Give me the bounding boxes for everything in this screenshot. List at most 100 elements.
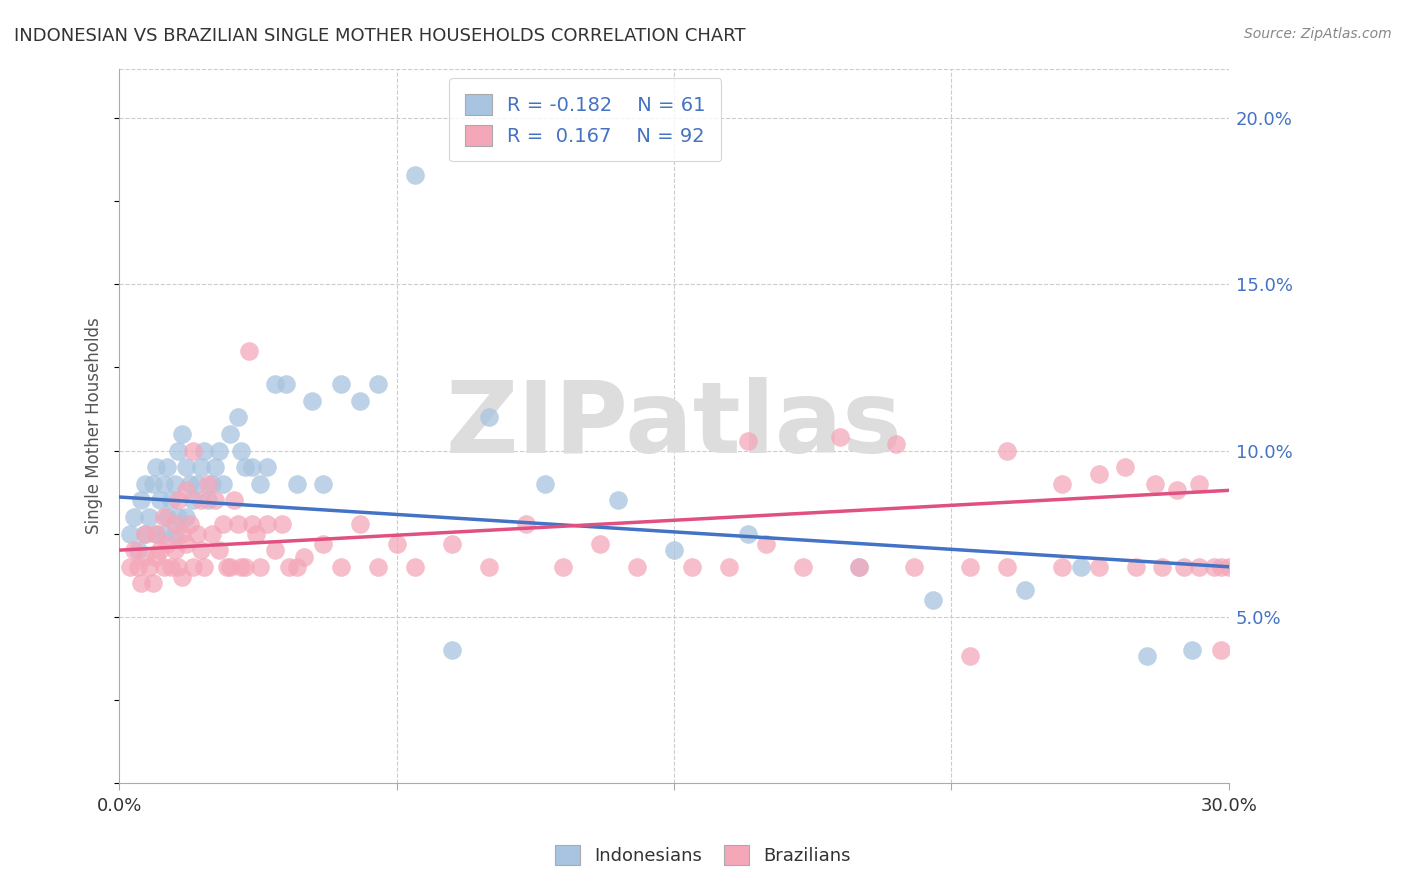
Point: [884, 437, 907, 451]
Point: [311, 536, 333, 550]
Point: [263, 377, 285, 392]
Point: [134, 549, 156, 564]
Point: [238, 343, 260, 358]
Point: [681, 559, 703, 574]
Point: [995, 559, 1018, 574]
Point: [330, 377, 353, 392]
Point: [718, 559, 741, 574]
Legend: R = -0.182    N = 61, R =  0.167    N = 92: R = -0.182 N = 61, R = 0.167 N = 92: [449, 78, 721, 161]
Point: [174, 536, 197, 550]
Point: [167, 510, 190, 524]
Point: [190, 460, 212, 475]
Point: [204, 460, 226, 475]
Point: [1114, 460, 1136, 475]
Point: [1088, 559, 1111, 574]
Point: [231, 443, 253, 458]
Point: [145, 526, 167, 541]
Point: [242, 516, 264, 531]
Point: [249, 559, 271, 574]
Point: [589, 536, 612, 550]
Point: [152, 559, 174, 574]
Point: [163, 476, 186, 491]
Point: [172, 526, 194, 541]
Point: [792, 559, 814, 574]
Text: ZIPatlas: ZIPatlas: [446, 377, 903, 474]
Point: [301, 393, 323, 408]
Legend: Indonesians, Brazilians: Indonesians, Brazilians: [546, 836, 860, 874]
Point: [156, 510, 179, 524]
Point: [211, 516, 233, 531]
Point: [193, 559, 215, 574]
Point: [181, 493, 204, 508]
Point: [197, 493, 219, 508]
Point: [190, 543, 212, 558]
Point: [1173, 559, 1195, 574]
Point: [233, 559, 256, 574]
Point: [201, 526, 224, 541]
Point: [193, 443, 215, 458]
Point: [256, 516, 278, 531]
Point: [245, 526, 267, 541]
Point: [219, 559, 242, 574]
Point: [404, 168, 426, 182]
Point: [737, 434, 759, 448]
Point: [226, 410, 249, 425]
Point: [145, 460, 167, 475]
Point: [285, 476, 308, 491]
Point: [441, 536, 464, 550]
Point: [1125, 559, 1147, 574]
Point: [367, 377, 389, 392]
Point: [1136, 649, 1159, 664]
Point: [138, 510, 160, 524]
Point: [120, 526, 142, 541]
Point: [662, 543, 685, 558]
Point: [1050, 476, 1073, 491]
Point: [204, 493, 226, 508]
Point: [122, 510, 145, 524]
Point: [186, 476, 208, 491]
Point: [1070, 559, 1092, 574]
Point: [626, 559, 648, 574]
Point: [172, 426, 194, 441]
Point: [179, 516, 201, 531]
Point: [142, 576, 165, 591]
Point: [131, 493, 153, 508]
Point: [197, 476, 219, 491]
Point: [152, 476, 174, 491]
Point: [208, 443, 231, 458]
Point: [478, 410, 501, 425]
Point: [515, 516, 537, 531]
Point: [134, 526, 156, 541]
Point: [167, 493, 190, 508]
Point: [127, 559, 149, 574]
Point: [1211, 642, 1233, 657]
Point: [152, 510, 174, 524]
Point: [737, 526, 759, 541]
Text: Source: ZipAtlas.com: Source: ZipAtlas.com: [1244, 27, 1392, 41]
Point: [274, 377, 297, 392]
Point: [226, 516, 249, 531]
Point: [160, 493, 183, 508]
Point: [995, 443, 1018, 458]
Point: [149, 543, 172, 558]
Point: [156, 536, 179, 550]
Point: [174, 510, 197, 524]
Point: [145, 526, 167, 541]
Point: [1188, 559, 1211, 574]
Point: [1088, 467, 1111, 481]
Point: [848, 559, 870, 574]
Point: [201, 476, 224, 491]
Point: [330, 559, 353, 574]
Point: [127, 543, 149, 558]
Point: [138, 559, 160, 574]
Point: [1050, 559, 1073, 574]
Point: [285, 559, 308, 574]
Point: [1211, 559, 1233, 574]
Point: [830, 430, 852, 444]
Point: [349, 516, 371, 531]
Point: [172, 570, 194, 584]
Point: [145, 549, 167, 564]
Point: [959, 649, 981, 664]
Point: [1181, 642, 1204, 657]
Point: [120, 559, 142, 574]
